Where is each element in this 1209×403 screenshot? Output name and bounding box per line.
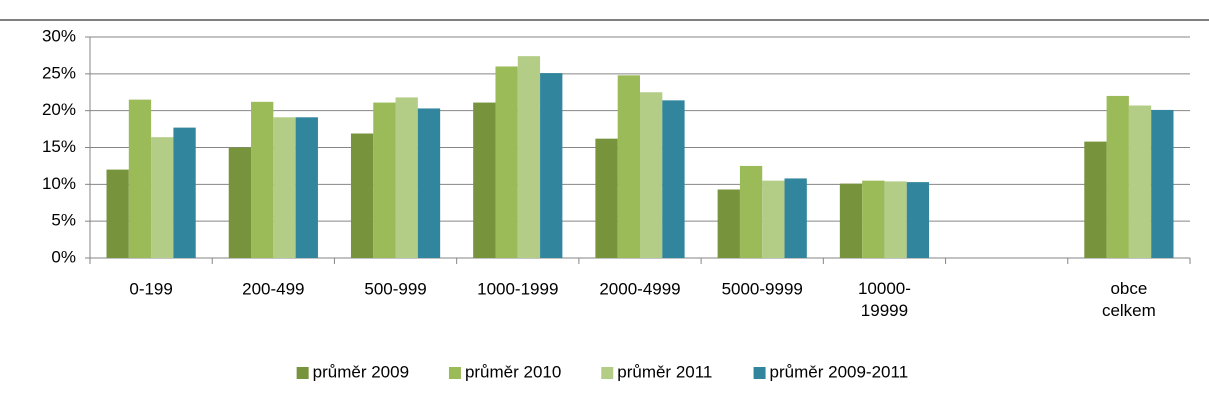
bar	[473, 102, 496, 259]
x-tick-label: 500-999	[364, 279, 426, 298]
bar	[106, 169, 129, 258]
bar	[1106, 95, 1129, 258]
legend-swatch	[753, 367, 766, 379]
y-tick-label: 0%	[51, 247, 76, 266]
bar	[1084, 141, 1107, 258]
legend-swatch	[601, 367, 614, 379]
legend-label: průměr 2011	[617, 362, 712, 381]
bar	[417, 108, 441, 258]
x-tick-label: 10000-19999	[858, 279, 911, 320]
bar	[784, 178, 807, 258]
legend-label: průměr 2010	[465, 362, 561, 381]
bar	[640, 92, 663, 258]
bar	[617, 75, 640, 258]
bar	[1128, 105, 1152, 258]
bar	[739, 165, 763, 258]
bar	[495, 66, 518, 258]
y-tick-label: 15%	[42, 137, 76, 156]
bar	[173, 127, 196, 258]
bar	[906, 182, 930, 258]
bar	[350, 133, 374, 258]
x-tick-label: 1000-1999	[477, 279, 558, 298]
bar	[517, 56, 541, 258]
legend-label: průměr 2009-2011	[770, 362, 909, 381]
y-tick-label: 30%	[42, 26, 76, 45]
x-tick-label: obce celkem	[1102, 279, 1156, 320]
bar	[762, 180, 785, 258]
bar	[884, 181, 907, 258]
bar	[662, 100, 685, 258]
legend-label: průměr 2009	[313, 362, 409, 381]
bar	[228, 147, 252, 258]
bar	[151, 137, 174, 258]
bar	[295, 117, 318, 259]
y-tick-label: 10%	[42, 174, 76, 193]
bar	[395, 97, 418, 258]
bar	[273, 117, 296, 259]
bar	[862, 180, 885, 258]
y-tick-label: 5%	[51, 211, 76, 230]
bar	[717, 189, 740, 258]
bar	[373, 102, 396, 259]
bar	[540, 73, 563, 258]
y-tick-label: 20%	[42, 100, 76, 119]
x-tick-label: 200-499	[242, 279, 304, 298]
x-tick-label: 5000-9999	[722, 279, 803, 298]
x-tick-label: 2000-4999	[599, 279, 680, 298]
bar	[839, 183, 863, 258]
bar	[1151, 109, 1174, 259]
bar	[251, 101, 274, 259]
legend-swatch	[296, 367, 309, 379]
x-tick-label: 0-199	[129, 279, 172, 298]
y-tick-label: 25%	[42, 63, 76, 82]
legend-swatch	[448, 367, 461, 379]
bar	[128, 99, 152, 258]
bar	[595, 138, 618, 258]
